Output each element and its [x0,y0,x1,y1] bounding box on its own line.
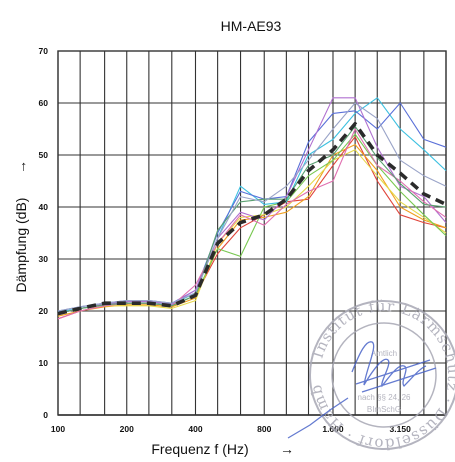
x-tick-label: 3.150 [390,424,412,434]
series-group [57,97,447,320]
stamp-line-1: Amtlich [371,349,397,358]
series-line [57,97,447,315]
y-tick-label: 40 [39,202,49,212]
series-line [57,133,447,315]
signature [287,341,437,439]
stamp-outer-ring [309,300,455,450]
y-tick-label: 60 [39,98,49,108]
series-line [57,128,447,320]
y-axis-arrow: → [13,160,29,174]
y-axis-label-group: Dämpfung (dB) → [13,160,29,292]
y-tick-label: 20 [39,306,49,316]
series-line-average [57,122,447,316]
series-line [57,102,447,312]
x-tick-label: 100 [51,424,65,434]
y-tick-label: 70 [39,46,49,56]
x-tick-label: 800 [257,424,271,434]
x-tick-label: 400 [188,424,202,434]
chart-title: HM-AE93 [221,18,282,34]
x-axis-label: Frequenz f (Hz) [151,441,248,457]
stamp: Institut für Lärmschutz · Düsseldorf · H… [287,297,455,453]
stamp-inner-ring [331,322,437,428]
stamp-line-2: nach §§ 24, 26 [358,393,411,402]
y-tick-label: 30 [39,254,49,264]
y-tick-labels: 0 10 20 30 40 50 60 70 [39,46,49,420]
stamp-line-3: BImSchG [367,405,401,414]
y-tick-label: 10 [39,358,49,368]
y-tick-label: 50 [39,150,49,160]
x-tick-label: 200 [120,424,134,434]
x-axis-arrow: → [280,441,294,457]
y-tick-label: 0 [43,410,48,420]
series-line [57,97,447,313]
y-axis-label: Dämpfung (dB) [13,198,29,293]
